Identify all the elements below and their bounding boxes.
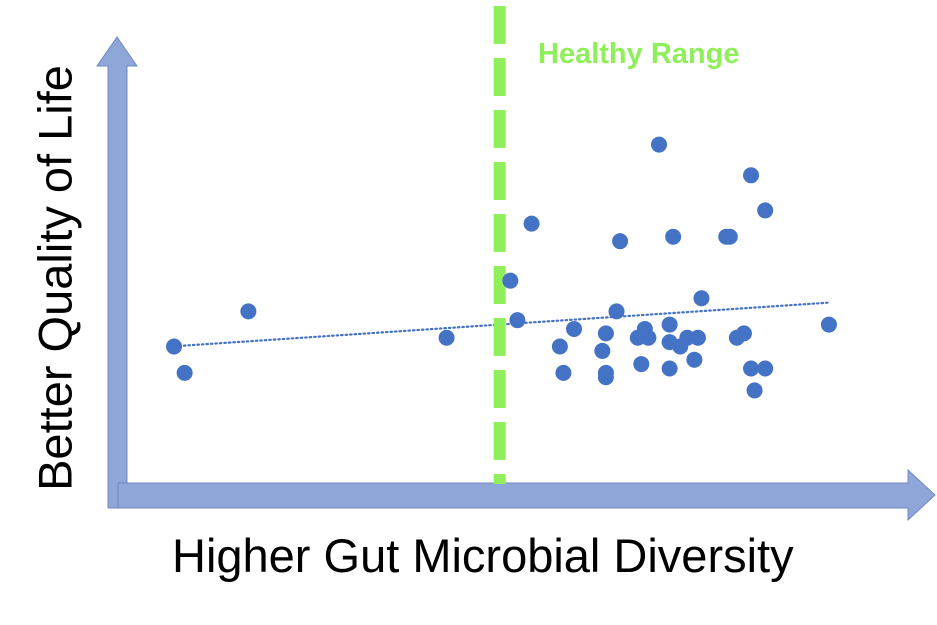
data-point-4 [438,329,455,346]
data-point-7 [523,215,540,232]
data-point-24 [661,360,678,377]
data-point-39 [757,360,774,377]
data-point-18 [633,356,650,373]
data-point-28 [686,351,703,368]
data-point-14 [597,325,614,342]
data-point-10 [566,320,583,337]
data-point-30 [693,290,710,307]
data-point-37 [746,382,763,399]
data-point-16 [612,233,629,250]
data-point-9 [555,364,572,381]
data-point-20 [640,329,657,346]
data-point-35 [743,167,760,184]
data-point-21 [651,136,667,153]
data-point-32 [721,228,738,245]
y-axis-arrow [96,36,138,509]
data-point-34 [735,325,752,342]
data-point-5 [502,272,519,289]
data-point-6 [509,312,526,329]
x-axis-arrow [117,468,936,522]
data-point-15 [608,303,625,320]
data-point-1 [166,338,183,355]
data-point-8 [551,338,568,355]
data-point-2 [176,364,193,381]
data-point-3 [240,303,257,320]
data-point-40 [820,316,837,333]
data-point-29 [689,329,706,346]
y-axis-label: Better Quality of Life [28,65,82,491]
data-point-13 [597,369,614,386]
data-point-36 [743,360,760,377]
data-point-25 [665,228,682,245]
data-point-11 [594,342,611,359]
data-point-22 [661,316,678,333]
data-point-38 [757,202,774,219]
x-axis-label: Higher Gut Microbial Diversity [172,529,794,582]
healthy-range-annotation: Healthy Range [538,38,740,70]
